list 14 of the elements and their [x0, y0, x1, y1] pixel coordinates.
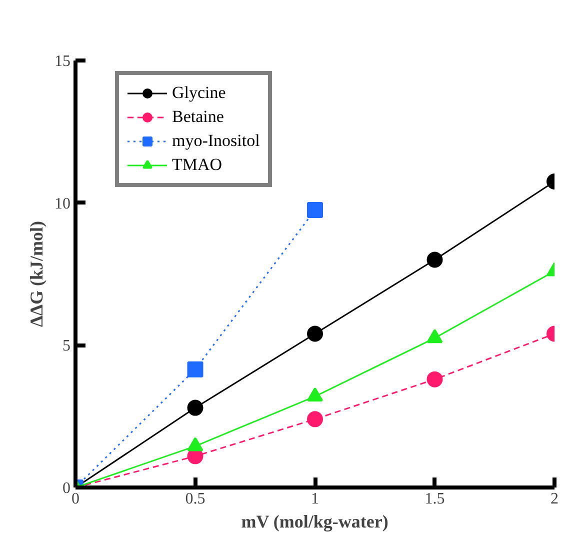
- x-tick-label: 0.5: [185, 490, 206, 508]
- legend-label: Glycine: [172, 83, 226, 103]
- y-tick-label: 15: [54, 53, 70, 70]
- y-tick-label: 10: [54, 195, 70, 212]
- x-axis-title: mV (mol/kg-water): [241, 512, 388, 532]
- legend-label: Betaine: [172, 107, 224, 127]
- x-tick-label: 1: [311, 490, 319, 508]
- legend-label: TMAO: [172, 155, 222, 175]
- y-axis-title: ΔΔG (kJ/mol): [26, 220, 46, 328]
- y-tick-label: 0: [62, 480, 70, 497]
- legend-label: myo-Inositol: [172, 131, 260, 151]
- x-tick-label: 2: [550, 490, 558, 508]
- y-tick-label: 5: [62, 338, 70, 355]
- x-tick-label: 1.5: [424, 490, 445, 508]
